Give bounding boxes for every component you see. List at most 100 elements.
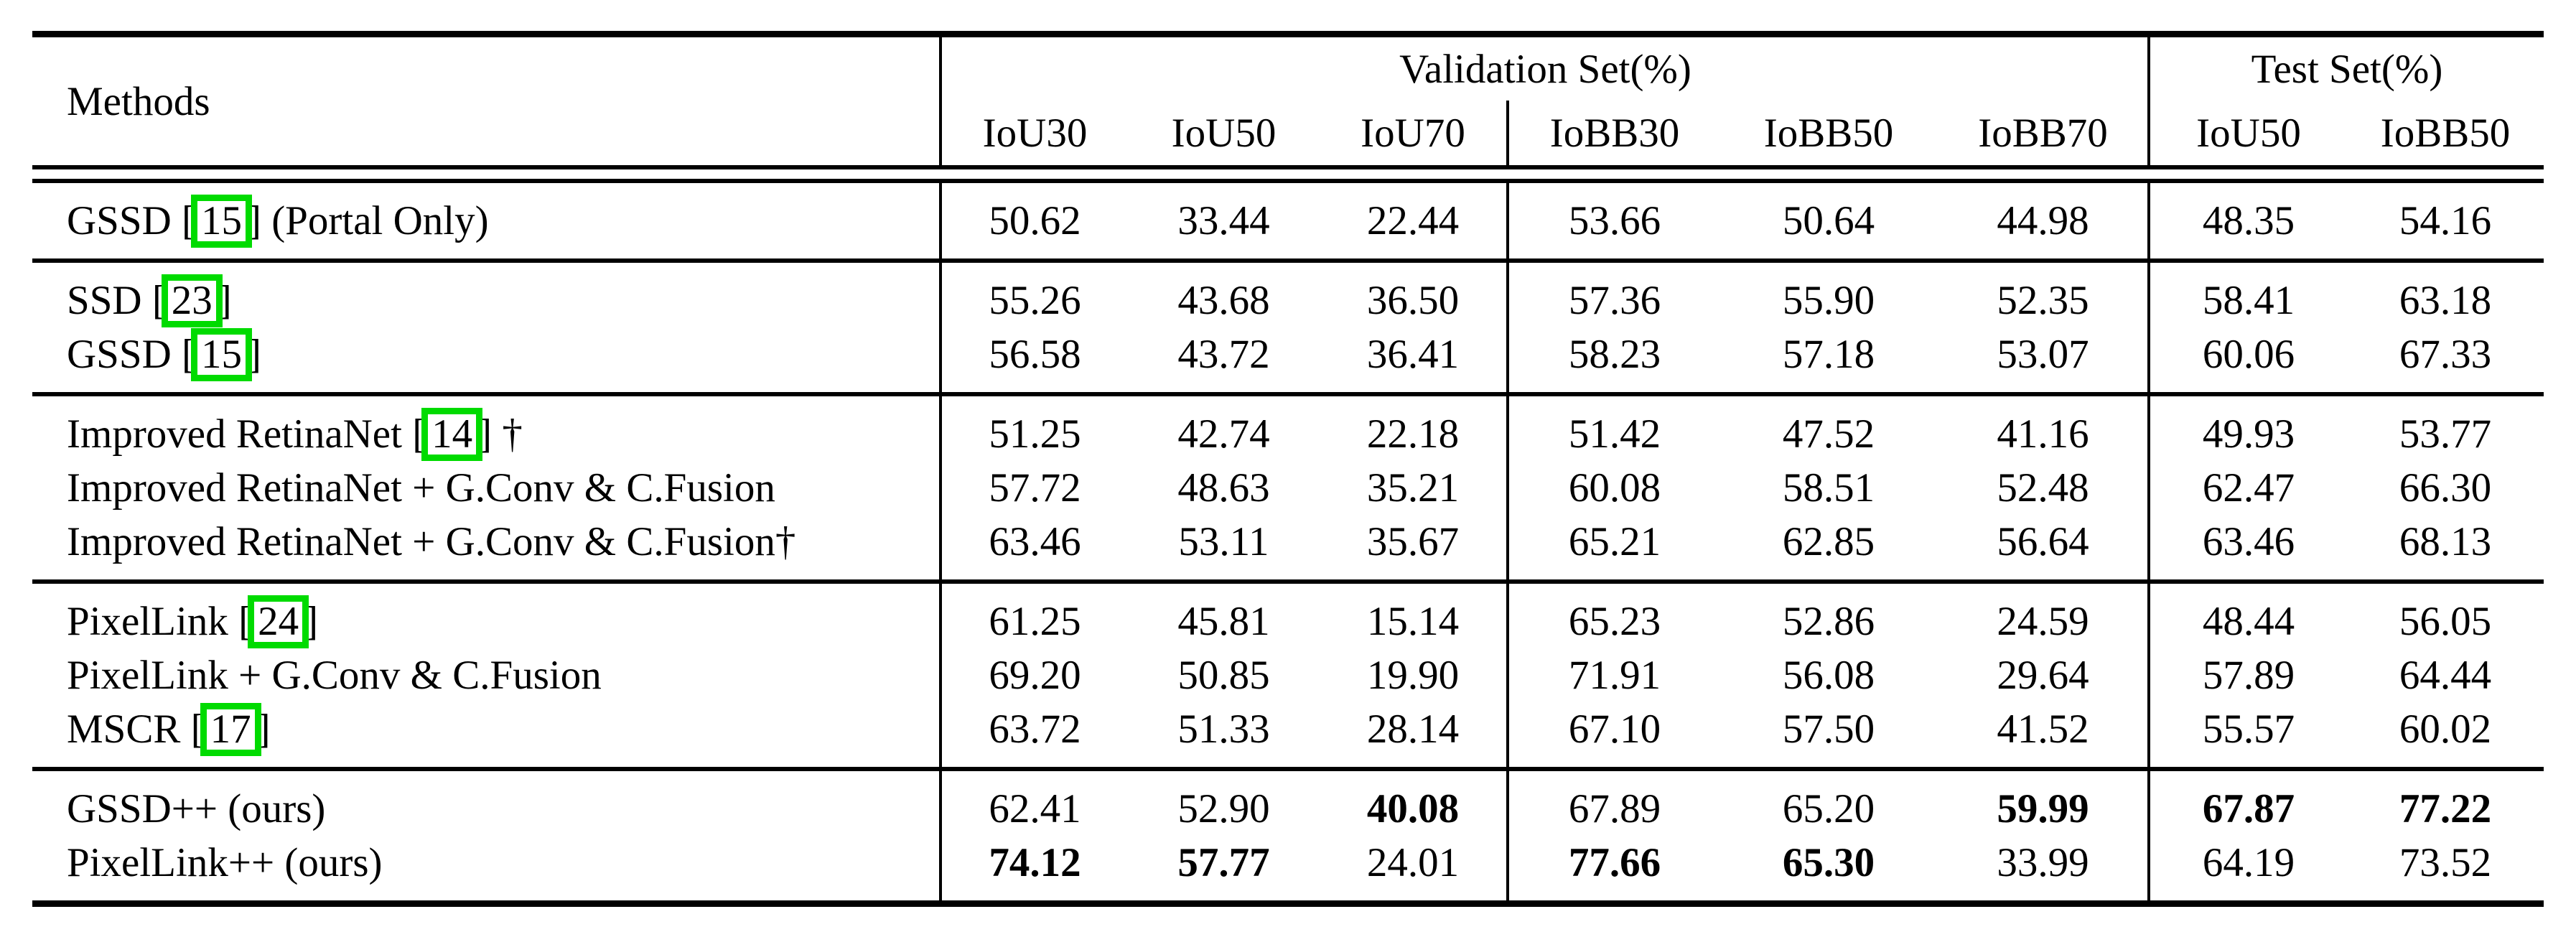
column-separator bbox=[1506, 584, 1509, 767]
cell-value: 50.85 bbox=[1177, 653, 1270, 698]
cell-value: 77.66 bbox=[1568, 840, 1661, 885]
method-text: GSSD [ bbox=[67, 198, 195, 243]
method-text: GSSD [ bbox=[67, 332, 195, 377]
cell-value: 52.48 bbox=[1997, 465, 2089, 511]
method-label: MSCR [17] bbox=[32, 702, 941, 757]
cell-value: 52.86 bbox=[1782, 599, 1875, 644]
column-header-iou30: IoU30 bbox=[982, 110, 1088, 156]
column-separator bbox=[1506, 183, 1509, 258]
cell-value: 48.63 bbox=[1177, 465, 1270, 511]
column-header-iobb70: IoBB70 bbox=[1978, 110, 2108, 156]
group-divider bbox=[32, 258, 2544, 263]
cell-value: 57.77 bbox=[1177, 840, 1270, 885]
cell-value: 74.12 bbox=[989, 840, 1081, 885]
cell-value: 50.62 bbox=[989, 198, 1081, 243]
method-label: GSSD [15] (Portal Only) bbox=[32, 194, 941, 248]
column-separator bbox=[939, 263, 942, 392]
cell-value: 15.14 bbox=[1366, 599, 1460, 644]
column-header-iobb50: IoBB50 bbox=[1763, 110, 1894, 156]
method-text: Improved RetinaNet [ bbox=[67, 411, 426, 457]
cell-value: 48.44 bbox=[2202, 599, 2295, 644]
cell-value: 44.98 bbox=[1997, 198, 2089, 243]
cell-value: 35.67 bbox=[1366, 519, 1460, 564]
method-group-4: PixelLink [24] 61.25 45.81 15.14 65.23 5… bbox=[32, 584, 2544, 767]
cell-value: 33.99 bbox=[1997, 840, 2089, 885]
column-header-iou50: IoU50 bbox=[1171, 110, 1277, 156]
results-table: Methods Validation Set(%) Test Set(%) Io… bbox=[32, 31, 2544, 907]
cell-value: 63.18 bbox=[2399, 278, 2492, 323]
citation-link[interactable]: 17 bbox=[200, 703, 261, 757]
cell-value: 59.99 bbox=[1997, 786, 2089, 831]
citation-link[interactable]: 23 bbox=[161, 274, 223, 328]
citation-link[interactable]: 15 bbox=[190, 328, 252, 382]
cell-value: 77.22 bbox=[2399, 786, 2492, 831]
cell-value: 56.08 bbox=[1782, 653, 1875, 698]
cell-value: 73.52 bbox=[2399, 840, 2492, 885]
method-text: ] † bbox=[478, 411, 523, 457]
top-rule bbox=[32, 31, 2544, 37]
column-header-iobb30: IoBB30 bbox=[1549, 110, 1680, 156]
cell-value: 63.46 bbox=[989, 519, 1081, 564]
column-separator bbox=[1506, 263, 1509, 392]
group-divider bbox=[32, 392, 2544, 396]
cell-value: 63.72 bbox=[989, 707, 1081, 752]
column-separator bbox=[2147, 263, 2150, 392]
cell-value: 57.50 bbox=[1782, 707, 1875, 752]
cell-value: 63.46 bbox=[2202, 519, 2295, 564]
column-separator bbox=[1506, 101, 1509, 165]
method-text: MSCR [ bbox=[67, 707, 205, 752]
cell-value: 52.90 bbox=[1177, 786, 1270, 831]
cell-value: 67.89 bbox=[1568, 786, 1661, 831]
method-group-1: GSSD [15] (Portal Only) 50.62 33.44 22.4… bbox=[32, 183, 2544, 258]
cell-value: 64.19 bbox=[2202, 840, 2295, 885]
column-header-test-iou50: IoU50 bbox=[2196, 110, 2301, 156]
cell-value: 47.52 bbox=[1782, 411, 1875, 457]
method-text: Improved RetinaNet + G.Conv & C.Fusion bbox=[67, 465, 775, 511]
column-header-iou70: IoU70 bbox=[1361, 110, 1465, 156]
cell-value: 40.08 bbox=[1366, 786, 1460, 831]
cell-value: 60.06 bbox=[2202, 332, 2295, 377]
column-separator bbox=[939, 396, 942, 579]
column-separator bbox=[2147, 771, 2150, 900]
cell-value: 62.47 bbox=[2202, 465, 2295, 511]
citation-link[interactable]: 24 bbox=[248, 595, 309, 649]
cell-value: 65.30 bbox=[1782, 840, 1875, 885]
header-rule-1 bbox=[32, 165, 2544, 169]
cell-value: 49.93 bbox=[2202, 411, 2295, 457]
column-header-methods: Methods bbox=[67, 78, 210, 124]
method-text: Improved RetinaNet + G.Conv & C.Fusion† bbox=[67, 519, 796, 564]
method-label: PixelLink++ (ours) bbox=[32, 836, 941, 890]
cell-value: 42.74 bbox=[1177, 411, 1270, 457]
cell-value: 53.66 bbox=[1568, 198, 1661, 243]
cell-value: 43.68 bbox=[1177, 278, 1270, 323]
bottom-rule bbox=[32, 900, 2544, 907]
column-separator bbox=[2147, 396, 2150, 579]
method-text: SSD [ bbox=[67, 278, 166, 323]
cell-value: 57.72 bbox=[989, 465, 1081, 511]
cell-value: 60.02 bbox=[2399, 707, 2492, 752]
cell-value: 51.33 bbox=[1177, 707, 1270, 752]
cell-value: 56.58 bbox=[989, 332, 1081, 377]
cell-value: 22.18 bbox=[1366, 411, 1460, 457]
group-divider bbox=[32, 767, 2544, 771]
cell-value: 65.20 bbox=[1782, 786, 1875, 831]
column-separator bbox=[2147, 183, 2150, 258]
cell-value: 28.14 bbox=[1366, 707, 1460, 752]
citation-link[interactable]: 14 bbox=[421, 408, 483, 462]
method-text: PixelLink + G.Conv & C.Fusion bbox=[67, 653, 602, 698]
cell-value: 45.81 bbox=[1177, 599, 1270, 644]
cell-value: 65.23 bbox=[1568, 599, 1661, 644]
column-separator bbox=[939, 771, 942, 900]
cell-value: 19.90 bbox=[1366, 653, 1460, 698]
column-header-test-iobb50: IoBB50 bbox=[2380, 110, 2511, 156]
citation-link[interactable]: 15 bbox=[190, 195, 252, 248]
cell-value: 57.36 bbox=[1568, 278, 1661, 323]
cell-value: 43.72 bbox=[1177, 332, 1270, 377]
cell-value: 51.25 bbox=[989, 411, 1081, 457]
method-text: PixelLink [ bbox=[67, 599, 253, 644]
cell-value: 29.64 bbox=[1997, 653, 2089, 698]
cell-value: 67.33 bbox=[2399, 332, 2492, 377]
cell-value: 36.50 bbox=[1366, 278, 1460, 323]
cell-value: 33.44 bbox=[1177, 198, 1270, 243]
cell-value: 58.23 bbox=[1568, 332, 1661, 377]
